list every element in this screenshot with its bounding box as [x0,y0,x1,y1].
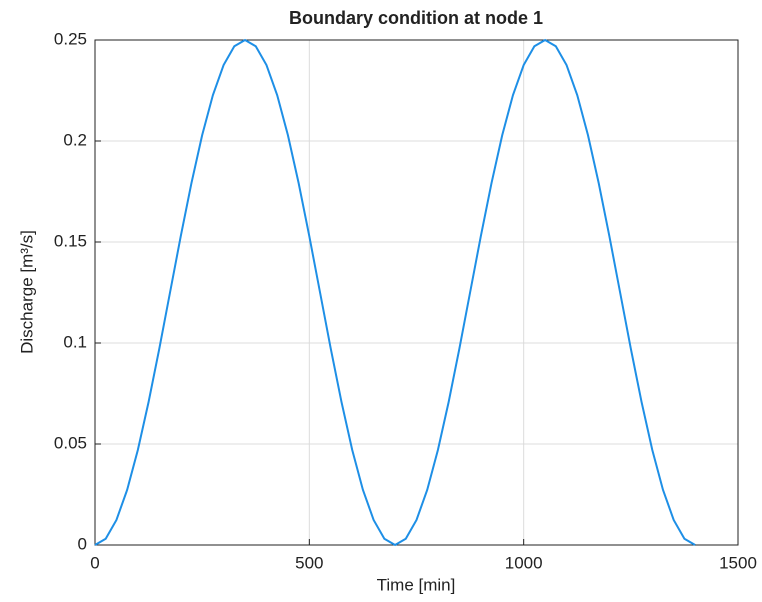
y-tick-label: 0.15 [54,231,87,250]
data-line [94,38,696,547]
y-tick-label: 0.2 [63,130,87,149]
y-tick-label: 0.25 [54,29,87,48]
x-tick-label: 1000 [505,553,543,572]
y-tick-label: 0.05 [54,433,87,452]
x-tick-label: 500 [295,553,323,572]
plot-frame [94,39,739,546]
chart-title: Boundary condition at node 1 [289,8,543,28]
x-tick-label: 1500 [719,553,757,572]
y-tick-label: 0 [78,534,87,553]
y-axis-label: Discharge [m³/s] [17,230,36,354]
x-axis-label: Time [min] [377,575,456,594]
y-tick-label: 0.1 [63,332,87,351]
x-tick-label: 0 [90,553,99,572]
